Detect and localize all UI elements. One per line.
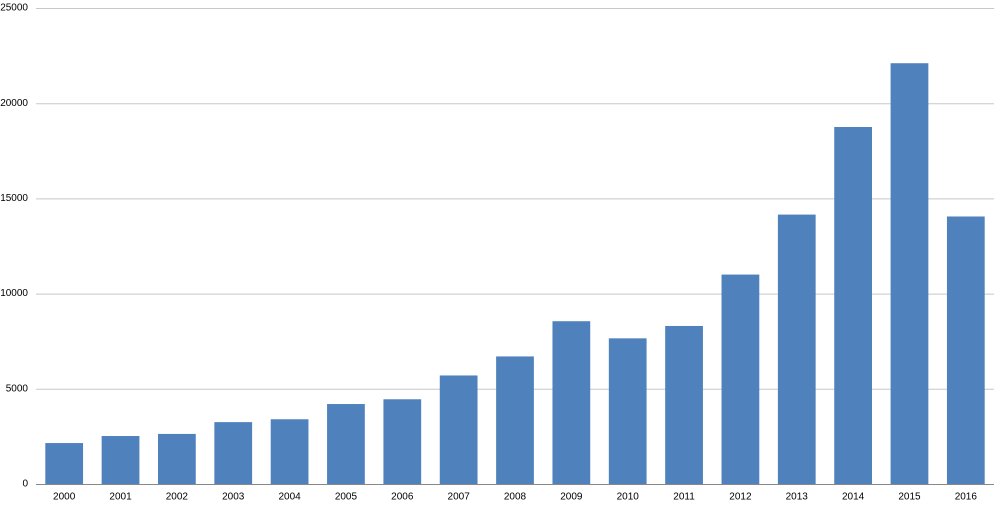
bar bbox=[270, 419, 309, 484]
bar bbox=[496, 356, 534, 484]
x-tick-label: 2015 bbox=[898, 492, 921, 503]
x-tick-label: 2001 bbox=[109, 492, 132, 503]
bar bbox=[327, 404, 365, 484]
y-tick-label: 25000 bbox=[0, 3, 28, 14]
bar bbox=[721, 274, 760, 484]
bar bbox=[552, 321, 591, 484]
x-tick-label: 2016 bbox=[955, 492, 978, 503]
x-tick-label: 2013 bbox=[786, 492, 809, 503]
y-tick-label: 15000 bbox=[0, 193, 28, 204]
bar bbox=[439, 375, 478, 484]
bar bbox=[214, 422, 253, 484]
bar bbox=[777, 214, 816, 485]
bar bbox=[383, 399, 422, 484]
x-tick-label: 2014 bbox=[842, 492, 865, 503]
bar bbox=[890, 63, 929, 484]
bar bbox=[946, 216, 985, 484]
bar bbox=[45, 443, 84, 484]
y-tick-label: 20000 bbox=[0, 98, 28, 109]
bar bbox=[834, 127, 872, 484]
x-tick-label: 2004 bbox=[278, 492, 301, 503]
x-tick-label: 2006 bbox=[391, 492, 414, 503]
x-tick-label: 2002 bbox=[166, 492, 189, 503]
x-tick-label: 2009 bbox=[560, 492, 583, 503]
x-tick-label: 2007 bbox=[448, 492, 471, 503]
y-tick-label: 5000 bbox=[6, 383, 29, 394]
bar bbox=[665, 325, 703, 484]
x-tick-label: 2003 bbox=[222, 492, 245, 503]
y-tick-label: 10000 bbox=[0, 288, 28, 299]
x-tick-label: 2010 bbox=[617, 492, 640, 503]
x-tick-label: 2012 bbox=[729, 492, 752, 503]
bar bbox=[608, 338, 647, 484]
y-tick-label: 0 bbox=[22, 479, 28, 490]
x-tick-label: 2011 bbox=[673, 492, 695, 503]
x-tick-label: 2008 bbox=[504, 492, 527, 503]
bar bbox=[158, 433, 196, 484]
x-tick-label: 2005 bbox=[335, 492, 358, 503]
bar bbox=[101, 436, 140, 484]
x-tick-label: 2000 bbox=[53, 492, 76, 503]
